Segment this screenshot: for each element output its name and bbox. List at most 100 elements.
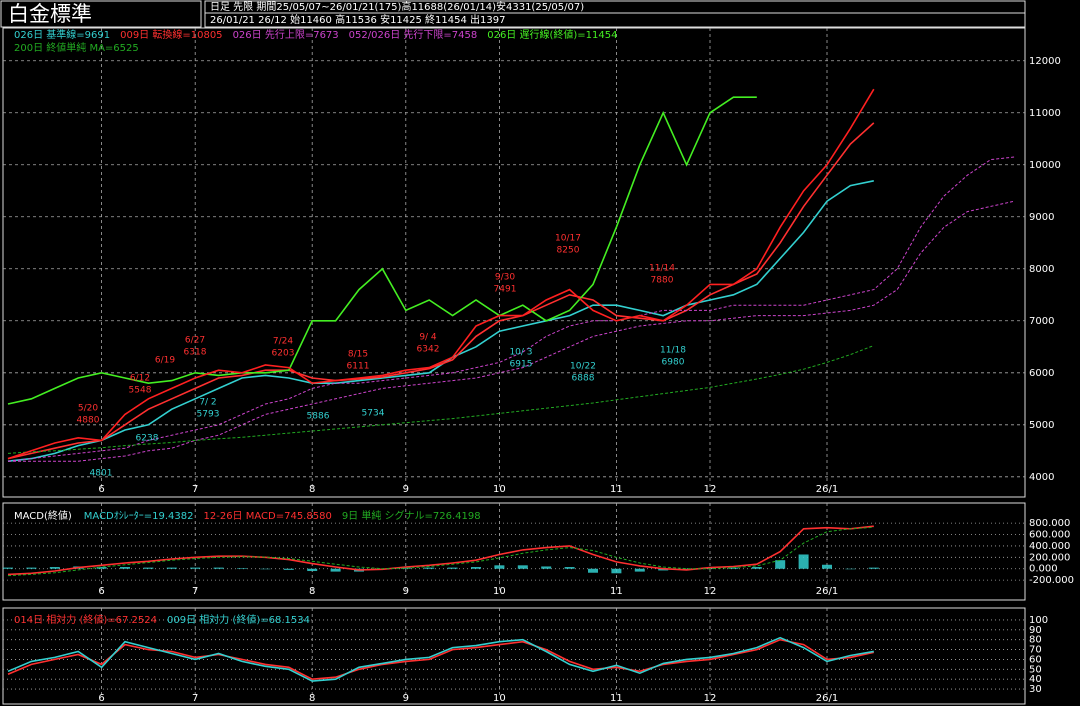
oscillator-bar bbox=[845, 568, 856, 570]
rsi-panel bbox=[2, 607, 1026, 705]
series-line bbox=[7, 88, 875, 460]
x-tick-label: 11 bbox=[610, 586, 623, 597]
annotation-date: 6/19 bbox=[155, 356, 175, 366]
y-tick-label: 7000 bbox=[1029, 316, 1054, 327]
x-tick-label: 10 bbox=[493, 586, 506, 597]
y-tick-label: 50 bbox=[1029, 664, 1042, 675]
annotation-price: 8250 bbox=[557, 246, 580, 256]
x-tick-label: 7 bbox=[192, 693, 198, 704]
x-tick-label: 9 bbox=[403, 484, 409, 495]
oscillator-bar bbox=[190, 567, 201, 569]
annotation-price: 6318 bbox=[184, 348, 207, 358]
x-tick-label: 26/1 bbox=[816, 693, 838, 704]
oscillator-bar bbox=[26, 567, 37, 569]
oscillator-bar bbox=[517, 565, 528, 569]
x-tick-label: 11 bbox=[610, 484, 623, 495]
x-tick-label: 6 bbox=[98, 693, 104, 704]
annotation-date: 11/14 bbox=[649, 264, 675, 274]
annotation-date: 10/ 3 bbox=[509, 348, 532, 358]
y-tick-label: 10000 bbox=[1029, 160, 1061, 171]
oscillator-bar bbox=[728, 567, 739, 569]
y-tick-label: 90 bbox=[1029, 625, 1042, 636]
x-tick-label: 9 bbox=[403, 693, 409, 704]
x-tick-label: 6 bbox=[98, 484, 104, 495]
series-line bbox=[7, 122, 875, 460]
legend-entry: 026日 基準線=9691 bbox=[14, 28, 110, 41]
y-tick-label: 11000 bbox=[1029, 108, 1061, 119]
y-tick-label: 8000 bbox=[1029, 264, 1054, 275]
annotation-date: 9/30 bbox=[495, 273, 515, 283]
y-tick-label: 0.000 bbox=[1029, 564, 1058, 575]
x-tick-label: 8 bbox=[309, 693, 315, 704]
legend-entry: 009日 相対力 (終値)=68.1534 bbox=[167, 613, 310, 626]
oscillator-bar bbox=[634, 568, 645, 572]
legend-entry: 026日 先行上限=7673 bbox=[233, 28, 339, 41]
info-box bbox=[204, 0, 1026, 28]
annotation-date: 10/22 bbox=[570, 362, 596, 372]
annotation-date: 6/27 bbox=[185, 336, 205, 346]
y-tick-label: 60 bbox=[1029, 654, 1042, 665]
y-tick-label: 80 bbox=[1029, 635, 1042, 646]
x-tick-label: 7 bbox=[192, 586, 198, 597]
annotation-price: 7880 bbox=[651, 276, 674, 286]
annotation-date: 7/24 bbox=[273, 337, 293, 347]
x-tick-label: 11 bbox=[610, 693, 623, 704]
annotation-date: 11/18 bbox=[660, 346, 686, 356]
title-box bbox=[0, 0, 202, 28]
y-tick-label: 5000 bbox=[1029, 420, 1054, 431]
info-line: 26/01/21 26/12 始11460 高11536 安11425 終114… bbox=[210, 13, 506, 26]
annotation-price: 5548 bbox=[129, 386, 152, 396]
x-tick-label: 9 bbox=[403, 586, 409, 597]
oscillator-bar bbox=[588, 568, 598, 573]
annotation-price: 6915 bbox=[510, 360, 533, 370]
oscillator-bar bbox=[237, 568, 247, 569]
annotation-price: 7491 bbox=[494, 285, 517, 295]
oscillator-bar bbox=[424, 567, 435, 569]
x-tick-label: 10 bbox=[493, 693, 506, 704]
oscillator-bar bbox=[120, 567, 130, 569]
annotation-price: 6111 bbox=[347, 362, 370, 372]
oscillator-bar bbox=[658, 568, 669, 571]
annotation-price: 6203 bbox=[272, 349, 295, 359]
series-line bbox=[7, 96, 757, 405]
x-tick-label: 8 bbox=[309, 484, 315, 495]
oscillator-bar bbox=[822, 564, 832, 569]
oscillator-bar bbox=[49, 567, 60, 569]
annotation-date: 5/20 bbox=[78, 404, 98, 414]
legend-entry: 052/026日 先行下限=7458 bbox=[349, 28, 478, 41]
x-tick-label: 26/1 bbox=[816, 586, 838, 597]
y-tick-label: 800.000 bbox=[1029, 518, 1070, 529]
chart-title: 白金標準 bbox=[8, 2, 92, 26]
series-line bbox=[8, 200, 1015, 462]
oscillator-bar bbox=[260, 568, 271, 570]
oscillator-bar bbox=[494, 565, 505, 569]
series-line bbox=[7, 636, 874, 682]
oscillator-bar bbox=[564, 567, 575, 569]
x-tick-label: 12 bbox=[704, 586, 717, 597]
oscillator-bar bbox=[751, 567, 762, 569]
annotation-price: 6342 bbox=[417, 345, 440, 355]
oscillator-bar bbox=[868, 567, 879, 569]
y-tick-label: -200.000 bbox=[1029, 575, 1074, 586]
y-tick-label: 12000 bbox=[1029, 56, 1061, 67]
oscillator-bar bbox=[775, 560, 786, 569]
annotation-price: 6238 bbox=[136, 434, 159, 444]
oscillator-bar bbox=[447, 567, 458, 569]
oscillator-bar bbox=[96, 567, 107, 569]
oscillator-bar bbox=[307, 568, 318, 572]
info-line: 日足 先限 期間25/05/07~26/01/21(175)高11688(26/… bbox=[210, 0, 584, 13]
legend-entry: MACDｵｼﾚｰﾀｰ=19.4382 bbox=[84, 510, 194, 522]
legend-entry: 9日 単純 シグナル=726.4198 bbox=[342, 509, 481, 522]
y-tick-label: 100 bbox=[1029, 615, 1048, 626]
legend-entry: 200日 終値単純 MA=6525 bbox=[14, 41, 139, 54]
y-tick-label: 6000 bbox=[1029, 368, 1054, 379]
oscillator-bar bbox=[213, 567, 224, 569]
annotation-price: 5734 bbox=[362, 409, 385, 419]
x-tick-label: 12 bbox=[704, 484, 717, 495]
y-tick-label: 9000 bbox=[1029, 212, 1054, 223]
series-line bbox=[7, 525, 874, 576]
annotation-date: 10/17 bbox=[555, 234, 581, 244]
y-tick-label: 200.000 bbox=[1029, 552, 1070, 563]
